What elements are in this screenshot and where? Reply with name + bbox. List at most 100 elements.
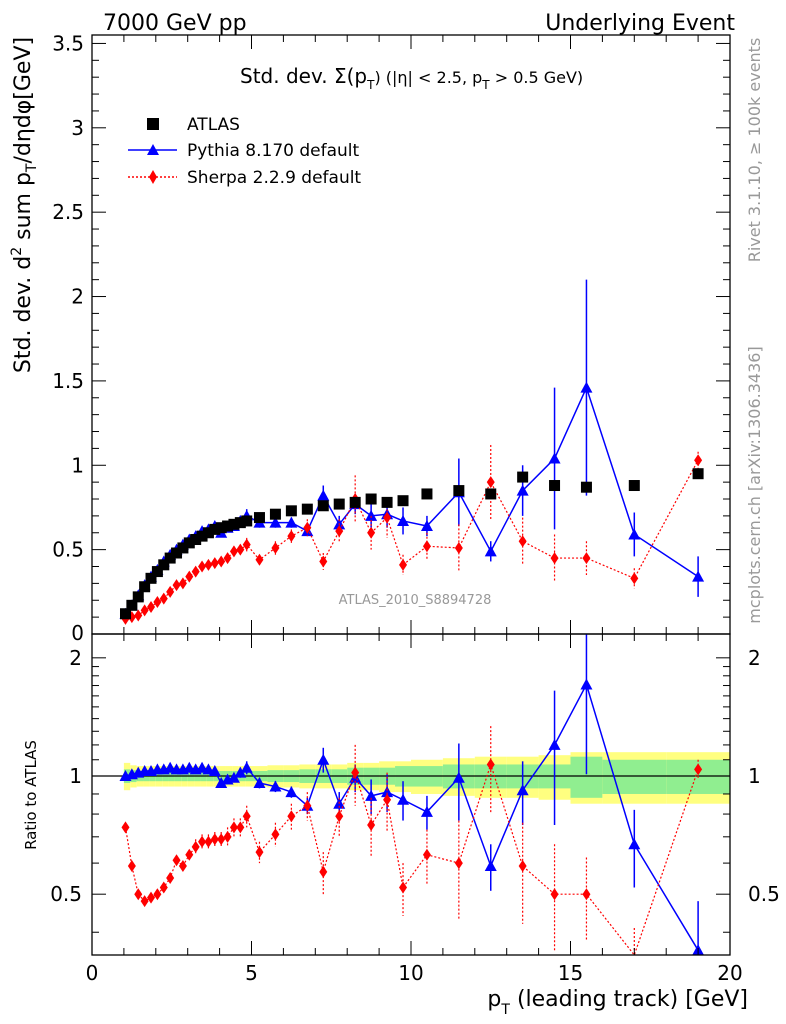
sherpa-ratio-point xyxy=(121,821,130,834)
atlas-point xyxy=(549,480,561,492)
sherpa-point xyxy=(172,579,181,592)
atlas-point xyxy=(177,542,189,554)
atlas-point xyxy=(453,485,465,497)
sherpa-ratio-point xyxy=(454,857,463,870)
x-axis-label: pT (leading track) [GeV] xyxy=(487,987,748,1018)
ratio-y-tick-label: 0.5 xyxy=(50,882,82,906)
pythia-ratio-point xyxy=(516,784,529,796)
main-y-tick-label: 1.5 xyxy=(52,369,84,393)
sherpa-ratio-point xyxy=(383,793,392,806)
sherpa-ratio-point xyxy=(178,859,187,872)
sherpa-point xyxy=(335,525,344,538)
atlas-point xyxy=(145,572,157,584)
sherpa-ratio-line xyxy=(124,762,699,957)
sherpa-ratio-point xyxy=(518,859,527,872)
pythia-point xyxy=(285,516,298,528)
main-y-axis-label: Std. dev. d2 sum pT/dηdφ[GeV] xyxy=(9,37,40,373)
sherpa-point xyxy=(223,552,232,565)
sherpa-ratio-point xyxy=(351,766,360,779)
legend-marker-pythia xyxy=(147,144,159,155)
ratio-y-tick-label: 2 xyxy=(69,646,82,670)
sherpa-point xyxy=(185,570,194,583)
atlas-point xyxy=(381,496,393,508)
ratio-y-tick-label: 1 xyxy=(69,764,82,788)
sherpa-ratio-point xyxy=(367,819,376,832)
ratio-y-tick-label-right: 2 xyxy=(748,646,761,670)
pythia-ratio-point xyxy=(580,678,593,690)
sherpa-ratio-point xyxy=(140,895,149,908)
sherpa-ratio-point xyxy=(223,830,232,843)
main-y-tick-label: 3 xyxy=(71,116,84,140)
atlas-point xyxy=(139,581,151,593)
atlas-point xyxy=(196,530,208,542)
pythia-ratio-point xyxy=(420,805,433,817)
sherpa-ratio-point xyxy=(287,810,296,823)
x-tick-label: 5 xyxy=(245,961,258,985)
x-tick-label: 20 xyxy=(717,961,742,985)
atlas-point xyxy=(333,498,345,510)
header-right: Underlying Event xyxy=(545,11,735,36)
sherpa-ratio-point xyxy=(255,846,264,859)
pythia-ratio-point xyxy=(208,764,221,776)
sherpa-ratio-point xyxy=(694,763,703,776)
sherpa-point xyxy=(147,601,156,614)
pythia-ratio-point xyxy=(397,793,410,805)
atlas-point xyxy=(317,500,329,512)
sherpa-ratio-point xyxy=(550,888,559,901)
atlas-point xyxy=(132,591,144,603)
atlas-point xyxy=(628,480,640,492)
sherpa-ratio-point xyxy=(486,758,495,771)
main-x-ticks xyxy=(91,35,731,634)
pythia-ratio-point xyxy=(317,753,330,765)
sherpa-ratio-point xyxy=(217,833,226,846)
main-panel: 0 0.5 1 1.5 2 2.5 3 3.5 Std. dev. Σ(pT) (|η| < … xyxy=(9,31,731,645)
legend-label-sherpa: Sherpa 2.2.9 default xyxy=(187,168,361,188)
sherpa-ratio-point xyxy=(185,848,194,861)
atlas-point xyxy=(365,493,377,505)
ratio-y-tick-label-right: 0.5 xyxy=(748,882,780,906)
x-tick-label: 0 xyxy=(86,961,99,985)
sherpa-point xyxy=(383,511,392,524)
atlas-point xyxy=(301,503,313,515)
atlas-point xyxy=(285,505,297,517)
pythia-point xyxy=(692,570,705,582)
side-label-rivet: Rivet 3.1.10, ≥ 100k events xyxy=(745,38,764,263)
sherpa-point xyxy=(694,454,703,467)
sherpa-point xyxy=(303,521,312,534)
atlas-point xyxy=(349,496,361,508)
sherpa-ratio-point xyxy=(159,881,168,894)
legend: ATLAS Pythia 8.170 default Sherpa 2.2.9 … xyxy=(128,115,361,188)
sherpa-ratio-point xyxy=(319,865,328,878)
atlas-point xyxy=(209,523,221,535)
atlas-point xyxy=(222,520,234,532)
pythia-point xyxy=(548,452,561,464)
sherpa-point xyxy=(140,604,149,617)
sherpa-ratio-point xyxy=(153,888,162,901)
atlas-point xyxy=(234,517,246,529)
sherpa-ratio-point xyxy=(335,810,344,823)
sherpa-ratio-point xyxy=(271,828,280,841)
sherpa-ratio-point xyxy=(582,888,591,901)
atlas-point xyxy=(202,527,214,539)
pythia-line xyxy=(124,385,699,615)
atlas-point xyxy=(171,547,183,559)
ratio-band-inner xyxy=(602,759,667,794)
legend-label-pythia: Pythia 8.170 default xyxy=(187,141,360,161)
pythia-point xyxy=(420,520,433,532)
sherpa-ratio-point xyxy=(166,871,175,884)
sherpa-point xyxy=(287,530,296,543)
atlas-point xyxy=(215,522,227,534)
sherpa-point xyxy=(518,535,527,548)
pythia-ratio-line xyxy=(125,682,699,951)
sherpa-point xyxy=(217,555,226,568)
pythia-ratio-point xyxy=(285,786,298,798)
sherpa-point xyxy=(166,585,175,598)
pythia-point xyxy=(516,484,529,496)
atlas-point xyxy=(692,468,704,480)
atlas-point xyxy=(253,512,265,524)
atlas-point xyxy=(126,599,138,611)
legend-marker-atlas xyxy=(147,118,159,130)
sherpa-point xyxy=(159,592,168,605)
x-tick-label: 15 xyxy=(558,961,583,985)
